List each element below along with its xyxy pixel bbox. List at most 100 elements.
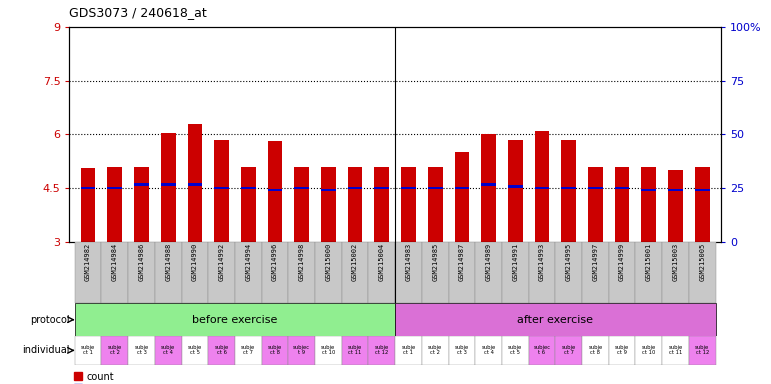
Text: subje
ct 12: subje ct 12 <box>695 345 709 356</box>
Bar <box>635 242 662 303</box>
Bar <box>455 152 470 242</box>
Bar <box>449 336 475 365</box>
Bar <box>187 124 202 242</box>
Bar <box>342 242 369 303</box>
Bar <box>107 167 122 242</box>
Text: subjec
t 9: subjec t 9 <box>293 345 310 356</box>
Text: GSM215004: GSM215004 <box>379 243 385 281</box>
Bar <box>422 242 449 303</box>
Bar <box>396 242 422 303</box>
Bar <box>81 187 96 189</box>
Bar <box>134 183 149 186</box>
Bar <box>422 336 449 365</box>
Bar <box>401 167 416 242</box>
Bar <box>187 183 202 186</box>
Text: GSM214998: GSM214998 <box>298 243 305 281</box>
Text: subje
ct 5: subje ct 5 <box>508 345 523 356</box>
Bar <box>321 189 335 191</box>
Bar <box>128 242 155 303</box>
Bar <box>348 187 362 189</box>
Bar <box>588 167 603 242</box>
Bar <box>534 187 549 189</box>
Text: GSM215000: GSM215000 <box>325 243 332 281</box>
Bar <box>475 336 502 365</box>
Bar <box>502 336 529 365</box>
Text: subje
ct 11: subje ct 11 <box>668 345 682 356</box>
Bar <box>502 242 529 303</box>
Bar <box>235 336 261 365</box>
Bar <box>689 336 715 365</box>
Bar <box>375 187 389 189</box>
Bar <box>662 242 689 303</box>
Legend: count, percentile rank within the sample: count, percentile rank within the sample <box>74 372 252 384</box>
Bar <box>508 185 523 188</box>
Text: GSM214990: GSM214990 <box>192 243 198 281</box>
Bar <box>396 336 422 365</box>
Bar <box>214 187 229 189</box>
Bar <box>428 187 443 189</box>
Bar <box>81 169 96 242</box>
Bar <box>342 336 369 365</box>
Text: subje
ct 3: subje ct 3 <box>134 345 149 356</box>
Bar <box>315 336 342 365</box>
Bar <box>348 167 362 242</box>
Text: subje
ct 10: subje ct 10 <box>322 345 335 356</box>
Bar <box>561 140 576 242</box>
Text: subje
ct 6: subje ct 6 <box>214 345 229 356</box>
Bar <box>295 187 309 189</box>
Text: subje
ct 10: subje ct 10 <box>641 345 656 356</box>
Bar <box>128 336 155 365</box>
Bar <box>449 242 475 303</box>
Text: GSM215002: GSM215002 <box>352 243 358 281</box>
Text: subje
ct 9: subje ct 9 <box>615 345 629 356</box>
Bar <box>208 336 235 365</box>
Bar <box>508 141 523 242</box>
Bar <box>321 167 335 242</box>
Bar <box>155 336 181 365</box>
Bar <box>641 167 656 242</box>
Bar <box>396 303 715 336</box>
Bar <box>107 187 122 189</box>
Text: subje
ct 2: subje ct 2 <box>428 345 443 356</box>
Bar <box>102 336 128 365</box>
Text: GSM214987: GSM214987 <box>459 243 465 281</box>
Text: GSM214985: GSM214985 <box>433 243 438 281</box>
Bar <box>375 167 389 242</box>
Bar <box>134 167 149 242</box>
Bar <box>369 336 395 365</box>
Bar <box>588 187 603 189</box>
Bar <box>668 189 683 191</box>
Text: GSM214995: GSM214995 <box>566 243 571 281</box>
Bar <box>241 167 256 242</box>
Bar <box>555 336 582 365</box>
Text: individual: individual <box>22 345 70 356</box>
Bar <box>102 242 128 303</box>
Text: subje
ct 4: subje ct 4 <box>481 345 496 356</box>
Bar <box>75 303 396 336</box>
Bar <box>261 242 288 303</box>
Bar <box>208 242 235 303</box>
Text: subje
ct 4: subje ct 4 <box>161 345 175 356</box>
Bar <box>288 336 315 365</box>
Text: after exercise: after exercise <box>517 314 594 325</box>
Bar <box>668 170 683 242</box>
Bar <box>555 242 582 303</box>
Bar <box>529 336 555 365</box>
Bar <box>295 167 309 242</box>
Text: subjec
t 6: subjec t 6 <box>534 345 550 356</box>
Text: subje
ct 2: subje ct 2 <box>108 345 122 356</box>
Text: subje
ct 11: subje ct 11 <box>348 345 362 356</box>
Bar <box>635 336 662 365</box>
Bar <box>481 134 496 242</box>
Text: subje
ct 8: subje ct 8 <box>588 345 602 356</box>
Bar <box>401 187 416 189</box>
Bar <box>214 140 229 242</box>
Bar <box>641 189 656 191</box>
Text: GSM214988: GSM214988 <box>165 243 171 281</box>
Text: GDS3073 / 240618_at: GDS3073 / 240618_at <box>69 6 207 19</box>
Text: GSM214992: GSM214992 <box>219 243 224 281</box>
Text: subje
ct 5: subje ct 5 <box>188 345 202 356</box>
Bar <box>455 187 470 189</box>
Bar <box>689 242 715 303</box>
Text: GSM214982: GSM214982 <box>85 243 91 281</box>
